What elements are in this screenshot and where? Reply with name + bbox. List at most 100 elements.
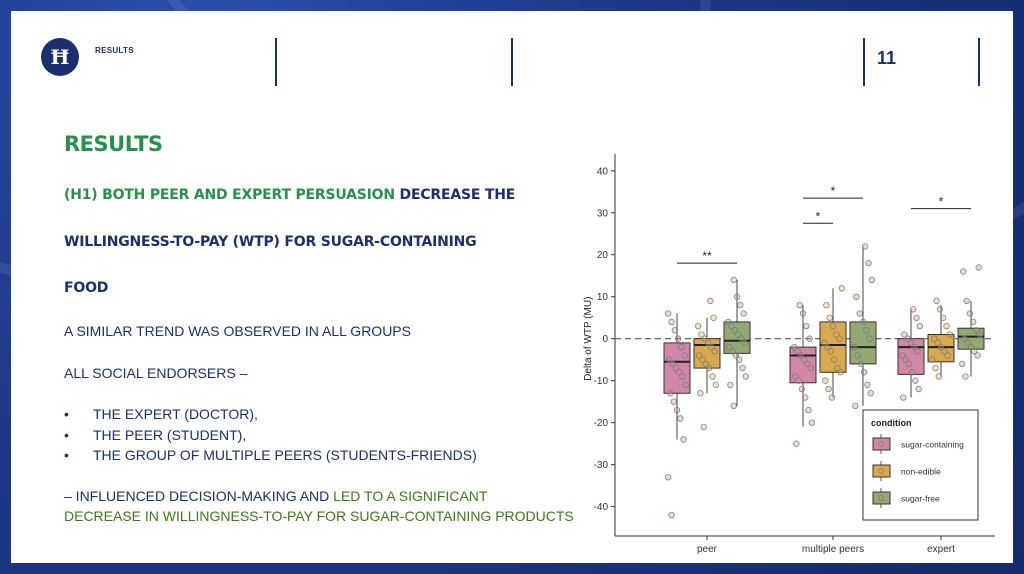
data-point — [836, 335, 843, 342]
data-point — [666, 356, 673, 363]
bullet-item-group: THE GROUP OF MULTIPLE PEERS (STUDENTS-FR… — [93, 447, 477, 463]
y-axis-label: Delta of WTP (MU) — [583, 297, 594, 381]
data-point — [741, 339, 748, 347]
data-point — [824, 343, 831, 351]
data-point — [853, 293, 860, 300]
box-sugar-containing — [663, 342, 691, 394]
data-point — [734, 331, 742, 338]
data-point — [739, 364, 746, 372]
box-sugar-containing — [897, 338, 925, 375]
data-point — [695, 322, 702, 330]
data-point — [711, 348, 718, 355]
bullet-item-peer: THE PEER (STUDENT), — [93, 427, 247, 443]
data-point — [859, 318, 867, 326]
box-sugar-containing — [789, 346, 817, 384]
data-point — [828, 394, 836, 401]
data-point — [731, 327, 738, 334]
data-point — [676, 369, 683, 376]
data-point — [962, 373, 969, 380]
box-sugar-free — [849, 321, 877, 365]
data-point — [829, 322, 837, 330]
significance-label: * — [939, 195, 944, 209]
data-point — [727, 381, 734, 389]
box-non-edible — [819, 321, 847, 373]
data-point — [799, 310, 807, 317]
header-divider — [978, 38, 980, 86]
data-point — [973, 327, 980, 334]
data-point — [867, 390, 874, 397]
data-point — [866, 335, 873, 342]
data-point — [936, 306, 944, 313]
significance-label: * — [816, 209, 821, 223]
x-tick-label: peer — [697, 544, 718, 555]
data-point — [737, 301, 744, 309]
data-point — [967, 343, 975, 351]
legend-label-non-edible: non-edible — [901, 467, 941, 477]
data-point — [679, 373, 686, 380]
data-point — [943, 322, 950, 330]
data-point — [803, 322, 810, 330]
data-point — [937, 343, 945, 351]
header-divider — [511, 38, 513, 86]
data-point — [730, 402, 737, 410]
data-point — [806, 335, 813, 342]
y-tick-label: 10 — [597, 292, 609, 303]
data-point — [793, 440, 800, 447]
bullet-symbol: • — [64, 427, 69, 443]
data-point — [964, 339, 971, 347]
data-point — [795, 377, 802, 384]
data-point — [910, 306, 917, 313]
data-point — [740, 310, 747, 317]
data-point — [826, 314, 833, 321]
data-point — [728, 322, 735, 330]
data-point — [794, 348, 801, 355]
data-point — [963, 297, 970, 305]
data-point — [971, 348, 978, 355]
data-point — [946, 331, 953, 338]
data-point — [667, 390, 674, 397]
y-tick-label: 20 — [597, 250, 609, 261]
data-point — [907, 339, 915, 347]
data-point — [975, 264, 982, 271]
y-tick-label: -20 — [594, 418, 609, 429]
wtp-boxplot-chart: 40 30 20 10 0 -10 -20 -30 -40 Delta of WTP (MU) pe… — [583, 154, 995, 555]
y-tick-label: -30 — [594, 460, 609, 471]
data-point — [901, 331, 908, 338]
data-point — [730, 276, 737, 284]
data-point — [706, 364, 713, 372]
university-logo: Ħ — [41, 38, 79, 76]
data-point — [701, 335, 708, 342]
significance-label: * — [831, 184, 836, 198]
hypothesis-highlight: (H1) BOTH PEER AND EXPERT PERSUASION — [64, 187, 395, 203]
data-point — [672, 364, 680, 372]
data-point — [738, 335, 745, 342]
data-point — [708, 343, 715, 351]
data-point — [974, 352, 981, 359]
data-point — [696, 352, 703, 359]
legend-swatch-point — [878, 495, 884, 501]
conclusion-highlight: LED TO A SIGNIFICANT — [333, 488, 488, 504]
x-tick-label: expert — [927, 544, 955, 555]
data-point — [736, 356, 743, 363]
data-point — [852, 402, 859, 410]
conclusion-lead: – INFLUENCED DECISION-MAKING AND — [64, 488, 334, 504]
data-point — [807, 364, 814, 372]
data-point — [929, 356, 936, 363]
data-point — [796, 301, 803, 309]
hypothesis-line-1: (H1) BOTH PEER AND EXPERT PERSUASION DEC… — [64, 187, 515, 203]
bullet-item-expert: THE EXPERT (DOCTOR), — [93, 406, 258, 422]
bullet-symbol: • — [64, 447, 69, 463]
data-point — [808, 419, 815, 426]
significance-label: ** — [702, 249, 712, 263]
data-point — [697, 390, 704, 397]
data-point — [682, 381, 689, 389]
data-point — [837, 369, 844, 376]
data-point — [916, 322, 923, 330]
data-point — [915, 385, 922, 393]
data-point — [904, 335, 911, 342]
data-point — [677, 415, 684, 422]
box-non-edible — [693, 338, 721, 369]
data-point — [670, 398, 677, 405]
data-point — [805, 406, 812, 414]
trend-text: A SIMILAR TREND WAS OBSERVED IN ALL GROU… — [64, 323, 411, 339]
